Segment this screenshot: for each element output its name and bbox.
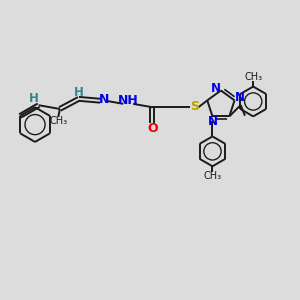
Text: CH₃: CH₃ [203, 171, 221, 181]
Text: NH: NH [118, 94, 139, 107]
Text: N: N [208, 115, 218, 128]
Text: S: S [190, 100, 199, 113]
Text: CH₃: CH₃ [244, 72, 262, 82]
Text: CH₃: CH₃ [49, 116, 68, 127]
Text: N: N [235, 92, 245, 104]
Text: H: H [74, 86, 84, 99]
Text: H: H [29, 92, 39, 105]
Text: N: N [211, 82, 220, 94]
Text: O: O [147, 122, 158, 135]
Text: N: N [99, 93, 109, 106]
